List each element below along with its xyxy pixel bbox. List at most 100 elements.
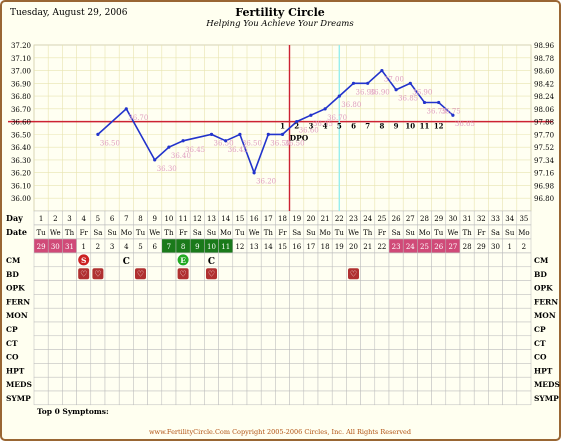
data-cell[interactable]: [374, 266, 390, 281]
data-cell[interactable]: [232, 349, 248, 364]
temperature-point[interactable]: [266, 132, 270, 136]
data-cell[interactable]: [502, 294, 518, 309]
data-cell[interactable]: [331, 252, 347, 268]
temperature-point[interactable]: [295, 120, 299, 124]
data-cell[interactable]: [417, 307, 432, 323]
data-cell[interactable]: [118, 266, 134, 281]
data-cell[interactable]: [346, 349, 361, 364]
data-cell[interactable]: [402, 321, 418, 337]
data-cell[interactable]: [516, 252, 532, 268]
data-cell[interactable]: [175, 280, 191, 295]
data-cell[interactable]: [175, 294, 191, 309]
data-cell[interactable]: [317, 280, 333, 295]
data-cell[interactable]: [502, 252, 518, 268]
data-cell[interactable]: [431, 390, 447, 406]
data-cell[interactable]: [289, 307, 305, 323]
data-cell[interactable]: [402, 252, 418, 268]
data-cell[interactable]: [473, 390, 489, 406]
data-cell[interactable]: [317, 266, 333, 281]
data-cell[interactable]: [104, 252, 120, 268]
data-cell[interactable]: [473, 280, 489, 295]
data-cell[interactable]: [459, 349, 475, 364]
data-cell[interactable]: [402, 266, 418, 281]
data-cell[interactable]: [47, 363, 63, 378]
data-cell[interactable]: [62, 252, 77, 268]
data-cell[interactable]: [388, 376, 404, 392]
data-cell[interactable]: [488, 294, 503, 309]
data-cell[interactable]: [175, 349, 191, 364]
data-cell[interactable]: [118, 321, 134, 337]
data-cell[interactable]: [488, 376, 503, 392]
data-cell[interactable]: [445, 335, 461, 350]
data-cell[interactable]: [388, 294, 404, 309]
data-cell[interactable]: [204, 280, 219, 295]
data-cell[interactable]: [218, 252, 234, 268]
data-cell[interactable]: [232, 376, 248, 392]
data-cell[interactable]: [388, 349, 404, 364]
data-cell[interactable]: [473, 376, 489, 392]
data-cell[interactable]: [346, 363, 361, 378]
data-cell[interactable]: [374, 307, 390, 323]
data-cell[interactable]: [104, 390, 120, 406]
data-cell[interactable]: [388, 335, 404, 350]
data-cell[interactable]: [161, 321, 177, 337]
data-cell[interactable]: [232, 390, 248, 406]
data-cell[interactable]: [317, 390, 333, 406]
data-cell[interactable]: [133, 349, 148, 364]
data-cell[interactable]: [502, 349, 518, 364]
data-cell[interactable]: [232, 307, 248, 323]
data-cell[interactable]: [417, 266, 432, 281]
data-cell[interactable]: [260, 307, 276, 323]
data-cell[interactable]: [47, 280, 63, 295]
data-cell[interactable]: [445, 363, 461, 378]
data-cell[interactable]: [417, 335, 432, 350]
data-cell[interactable]: [147, 307, 163, 323]
data-cell[interactable]: [502, 335, 518, 350]
data-cell[interactable]: [218, 307, 234, 323]
data-cell[interactable]: [204, 294, 219, 309]
data-cell[interactable]: [204, 363, 219, 378]
data-cell[interactable]: [360, 349, 376, 364]
data-cell[interactable]: [360, 390, 376, 406]
data-cell[interactable]: [161, 335, 177, 350]
data-cell[interactable]: [303, 363, 319, 378]
data-cell[interactable]: [161, 252, 177, 268]
data-cell[interactable]: [33, 252, 49, 268]
data-cell[interactable]: [76, 335, 92, 350]
data-cell[interactable]: [459, 252, 475, 268]
data-cell[interactable]: [374, 252, 390, 268]
data-cell[interactable]: [33, 294, 49, 309]
data-cell[interactable]: [303, 349, 319, 364]
data-cell[interactable]: [289, 335, 305, 350]
data-cell[interactable]: [374, 294, 390, 309]
data-cell[interactable]: [360, 335, 376, 350]
data-cell[interactable]: [47, 376, 63, 392]
data-cell[interactable]: [388, 363, 404, 378]
data-cell[interactable]: [232, 252, 248, 268]
data-cell[interactable]: [317, 363, 333, 378]
data-cell[interactable]: [175, 390, 191, 406]
data-cell[interactable]: [317, 252, 333, 268]
data-cell[interactable]: [33, 376, 49, 392]
data-cell[interactable]: [104, 363, 120, 378]
data-cell[interactable]: [331, 321, 347, 337]
data-cell[interactable]: [402, 349, 418, 364]
data-cell[interactable]: [303, 376, 319, 392]
data-cell[interactable]: [133, 294, 148, 309]
data-cell[interactable]: [62, 294, 77, 309]
data-cell[interactable]: [303, 252, 319, 268]
data-cell[interactable]: [33, 390, 49, 406]
data-cell[interactable]: [331, 376, 347, 392]
data-cell[interactable]: [374, 376, 390, 392]
data-cell[interactable]: [76, 390, 92, 406]
temperature-point[interactable]: [351, 81, 356, 85]
data-cell[interactable]: [488, 307, 503, 323]
data-cell[interactable]: [189, 307, 205, 323]
temperature-point[interactable]: [437, 100, 441, 105]
data-cell[interactable]: [161, 280, 177, 295]
data-cell[interactable]: [346, 280, 361, 295]
data-cell[interactable]: [47, 266, 63, 281]
data-cell[interactable]: [303, 321, 319, 337]
data-cell[interactable]: [488, 266, 503, 281]
data-cell[interactable]: [360, 266, 376, 281]
